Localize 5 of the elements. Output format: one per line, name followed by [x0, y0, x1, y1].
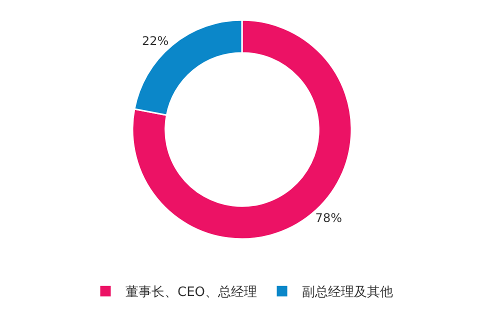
donut-slice: [132, 19, 352, 240]
data-label: 22%: [142, 34, 169, 48]
legend-label: 董事长、CEO、总经理: [126, 285, 258, 300]
legend-label: 副总经理及其他: [302, 285, 394, 300]
data-label: 78%: [315, 211, 342, 226]
